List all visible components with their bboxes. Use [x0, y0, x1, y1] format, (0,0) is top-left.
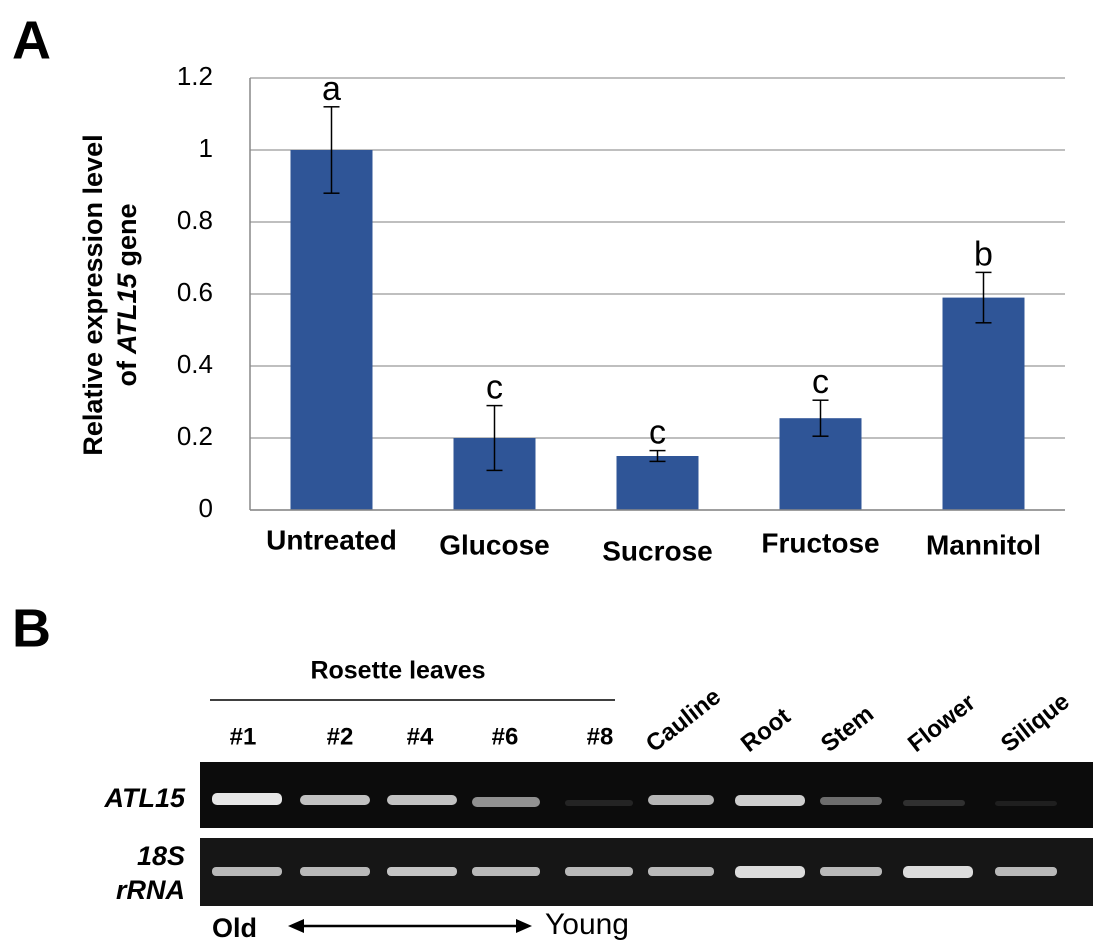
- y-label-suffix: gene: [112, 203, 142, 266]
- gradient-start: Old: [212, 913, 257, 943]
- band: [300, 867, 370, 876]
- band: [212, 793, 282, 805]
- plot: 0 0.2 0.4 0.6 0.8 1 1.2 a Untreated c Glucose c Sucr…: [177, 61, 1065, 567]
- y-tick-label: 0.4: [177, 349, 213, 379]
- lane-label: #4: [407, 723, 434, 750]
- band: [212, 867, 282, 876]
- y-label-line: of ATL15 gene: [112, 203, 142, 386]
- lane-label: Silique: [996, 688, 1075, 758]
- y-tick-label: 1: [199, 133, 213, 163]
- band: [565, 867, 633, 876]
- band: [472, 797, 540, 807]
- x-tick-label: Sucrose: [602, 535, 713, 566]
- significance-letter: c: [486, 369, 503, 407]
- significance-letter: b: [974, 235, 993, 273]
- row-label: 18S: [137, 841, 185, 871]
- significance-letter: a: [322, 70, 341, 108]
- band: [995, 801, 1057, 806]
- band: [903, 800, 965, 806]
- band: [903, 866, 973, 878]
- lane-label: #8: [587, 723, 614, 750]
- x-tick-label: Fructose: [761, 527, 879, 558]
- band: [995, 867, 1057, 876]
- x-tick-label: Untreated: [266, 524, 397, 555]
- bar: [291, 150, 373, 510]
- band: [387, 795, 457, 805]
- y-label-prefix: of: [112, 360, 142, 386]
- panel-label: B: [12, 598, 51, 658]
- significance-letter: c: [812, 363, 829, 401]
- significance-letter: c: [649, 414, 666, 452]
- gradient-end: Young: [545, 908, 629, 941]
- band: [820, 867, 882, 876]
- bar: [943, 298, 1025, 510]
- band: [300, 795, 370, 805]
- lane-label: #2: [327, 723, 354, 750]
- y-tick-label: 0.6: [177, 277, 213, 307]
- lane-label: Cauline: [641, 683, 726, 758]
- y-axis-label: Relative expression level of ATL15 gene: [78, 134, 142, 455]
- lane-label: #1: [230, 723, 257, 750]
- band: [735, 866, 805, 878]
- lane-label: Flower: [903, 689, 981, 758]
- y-label-line: Relative expression level: [78, 134, 108, 455]
- x-tick-label: Glucose: [439, 529, 549, 560]
- band: [648, 867, 714, 876]
- row-label: rRNA: [116, 875, 185, 905]
- bar: [617, 456, 699, 510]
- y-tick-label: 0: [199, 493, 213, 523]
- lane-label: #6: [492, 723, 519, 750]
- band: [565, 800, 633, 806]
- x-tick-label: Mannitol: [926, 529, 1041, 560]
- lane-label: Stem: [816, 700, 879, 757]
- row-label: ATL15: [103, 783, 185, 813]
- band: [735, 795, 805, 806]
- band: [648, 795, 714, 805]
- group-label: Rosette leaves: [310, 657, 485, 685]
- panel-label: A: [12, 10, 51, 70]
- band: [387, 867, 457, 876]
- y-tick-label: 0.2: [177, 421, 213, 451]
- band: [472, 867, 540, 876]
- y-label-gene: ATL15: [112, 273, 142, 355]
- lane-label: Root: [736, 703, 796, 758]
- y-tick-label: 1.2: [177, 61, 213, 91]
- band: [820, 797, 882, 805]
- figure: A B Relative expression level of ATL15 gen…: [0, 0, 1098, 945]
- y-tick-label: 0.8: [177, 205, 213, 235]
